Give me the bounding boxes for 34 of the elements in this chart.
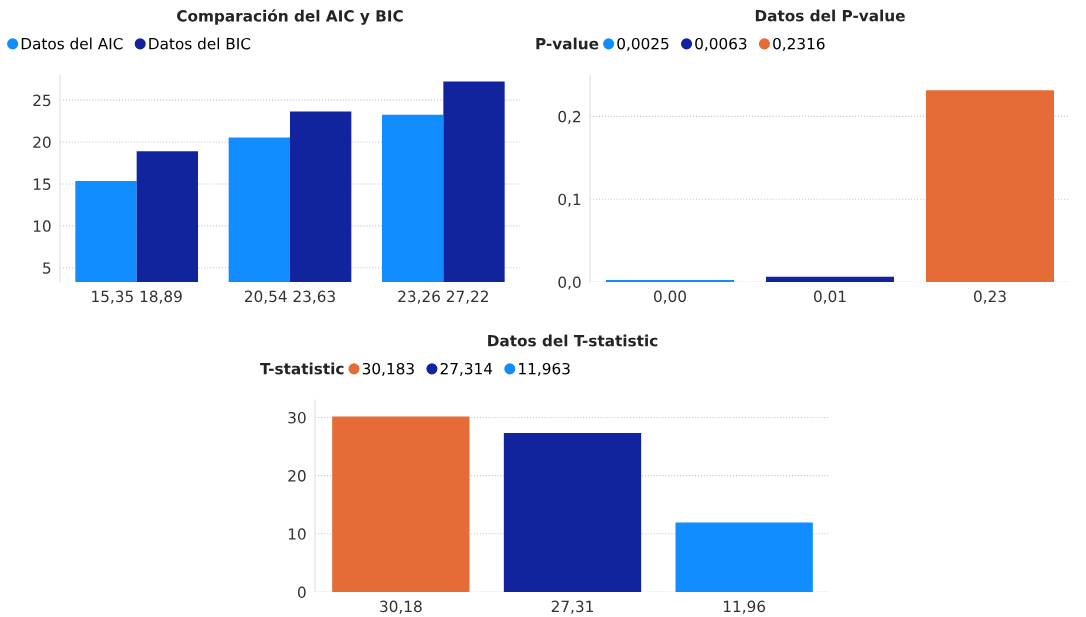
x-tick-label: 30,18 — [380, 600, 422, 614]
y-tick-label: 0,1 — [558, 193, 581, 207]
x-tick-label: 0,00 — [654, 290, 686, 304]
y-tick-label: 20 — [288, 470, 306, 482]
x-tick-label: 20,54 23,63 — [244, 290, 335, 304]
legend-label: 0,2316 — [773, 37, 825, 51]
legend-label: 11,963 — [519, 362, 570, 376]
legend-label: 30,183 — [362, 362, 414, 376]
x-tick-label: 11,96 — [723, 600, 766, 614]
x-tick-label: 15,35 18,89 — [92, 290, 182, 304]
chart-title: Datos del T-statistic — [488, 334, 658, 347]
y-tick-label: 15 — [33, 178, 51, 190]
legend-title: P-value — [536, 37, 599, 50]
x-tick-label: 23,26 27,22 — [398, 290, 488, 304]
legend-label: Datos del AIC — [21, 37, 123, 50]
y-tick-label: 25 — [33, 94, 51, 107]
chart-title: Datos del P-value — [755, 9, 905, 22]
legend-label: 0,0025 — [617, 37, 669, 51]
x-tick-label: 0,01 — [814, 290, 846, 304]
legend-label: 27,314 — [440, 362, 493, 376]
y-tick-label: 5 — [43, 262, 51, 274]
y-tick-label: 10 — [288, 528, 306, 540]
legend-title: T-statistic — [260, 362, 344, 375]
y-tick-label: 20 — [33, 136, 51, 149]
x-tick-label: 0,23 — [974, 290, 1006, 304]
y-tick-label: 0,2 — [558, 110, 581, 124]
y-tick-label: 30 — [288, 411, 306, 424]
y-tick-label: 0 — [297, 586, 306, 599]
legend-label: Datos del BIC — [149, 37, 251, 50]
chart-title: Comparación del AIC y BIC — [177, 9, 403, 25]
legend-label: 0,0063 — [695, 37, 747, 51]
x-tick-label: 27,31 — [551, 600, 593, 614]
y-tick-label: 0,0 — [558, 276, 581, 290]
y-tick-label: 10 — [33, 220, 51, 232]
